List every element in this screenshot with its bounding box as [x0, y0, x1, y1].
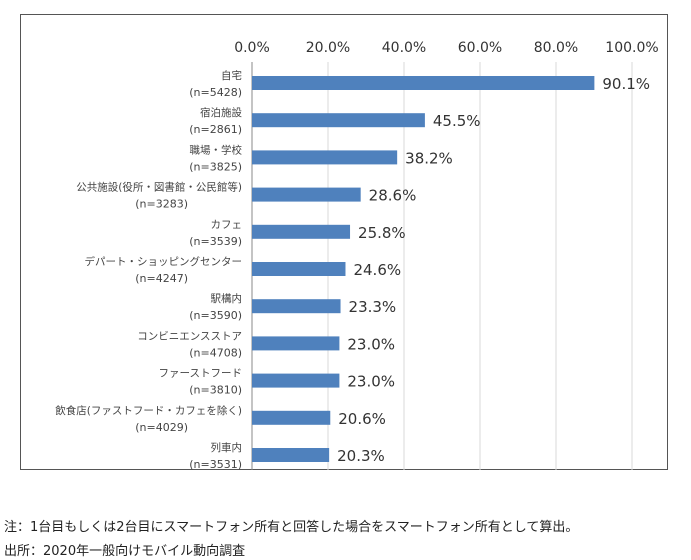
- sample-size-label: (n=3539): [189, 235, 242, 248]
- category-label: コンビニエンスストア: [137, 330, 242, 342]
- sample-size-label: (n=3590): [189, 309, 242, 322]
- data-label: 23.3%: [349, 298, 397, 316]
- x-tick-label: 100.0%: [605, 40, 658, 56]
- x-tick-label: 40.0%: [382, 40, 426, 56]
- bar: [252, 373, 340, 388]
- bar: [252, 113, 425, 128]
- data-label: 28.6%: [369, 187, 417, 205]
- sample-size-label: (n=3825): [189, 160, 242, 173]
- data-label: 23.0%: [347, 335, 395, 353]
- category-label: カフェ: [211, 219, 243, 231]
- x-tick-label: 60.0%: [458, 40, 502, 56]
- category-label: 自宅: [221, 69, 242, 82]
- category-label: 駅構内: [211, 292, 243, 305]
- x-tick-label: 20.0%: [306, 40, 350, 56]
- category-label: 宿泊施設: [200, 106, 242, 119]
- data-label: 38.2%: [405, 149, 453, 167]
- sample-size-label: (n=2861): [189, 123, 242, 136]
- chart-note: 注：1台目もしくは2台目にスマートフォン所有と回答した場合をスマートフォン所有と…: [4, 520, 579, 535]
- bar: [252, 150, 398, 165]
- category-label: 列車内: [211, 441, 243, 454]
- bar: [252, 410, 331, 425]
- data-label: 20.6%: [338, 410, 386, 428]
- bar: [252, 448, 330, 462]
- bar: [252, 76, 595, 90]
- bar: [252, 224, 351, 239]
- x-tick-label: 0.0%: [234, 40, 270, 56]
- bar: [252, 336, 340, 351]
- sample-size-label: (n=3810): [189, 384, 242, 397]
- x-tick-label: 80.0%: [534, 40, 578, 56]
- category-label: デパート・ショッピングセンター: [85, 255, 243, 268]
- data-label: 90.1%: [602, 75, 650, 93]
- bar: [252, 262, 346, 276]
- data-label: 24.6%: [353, 261, 401, 279]
- data-label: 25.8%: [358, 224, 406, 242]
- sample-size-label: (n=4708): [189, 346, 242, 359]
- sample-size-label: (n=3283): [135, 198, 188, 211]
- bar: [252, 187, 361, 202]
- data-label: 45.5%: [433, 112, 481, 130]
- category-label: ファーストフード: [159, 368, 242, 380]
- bar: [252, 299, 341, 314]
- sample-size-label: (n=5428): [189, 86, 242, 99]
- bar-chart: 0.0% 20.0% 40.0% 60.0% 80.0% 100.0% 90.1% 自宅 (n=…: [55, 40, 658, 471]
- sample-size-label: (n=4029): [135, 421, 188, 434]
- data-label: 23.0%: [347, 373, 395, 391]
- category-label: 公共施設(役所・図書館・公民館等): [76, 181, 242, 194]
- sample-size-label: (n=4247): [135, 272, 188, 285]
- chart-frame: [20, 14, 668, 470]
- sample-size-label: (n=3531): [189, 458, 242, 471]
- category-label: 職場・学校: [190, 143, 243, 156]
- data-label: 20.3%: [337, 447, 385, 465]
- category-label: 飲食店(ファストフード・カフェを除く): [55, 404, 242, 417]
- chart-source: 出所：2020年一般向けモバイル動向調査: [4, 544, 246, 559]
